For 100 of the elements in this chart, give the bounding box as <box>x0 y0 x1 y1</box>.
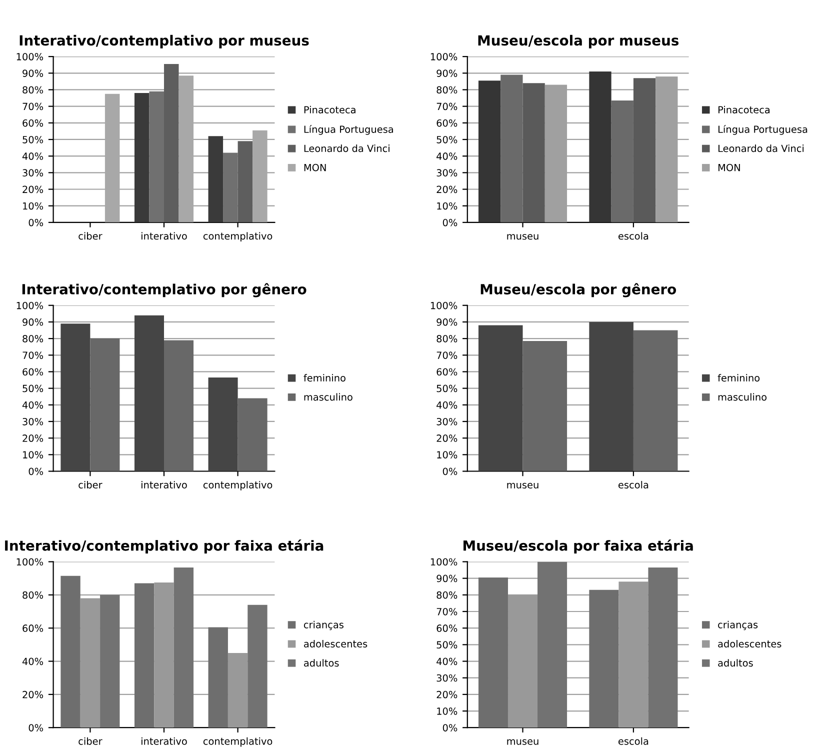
legend-label: masculino <box>718 393 767 401</box>
y-tick-label: 30% <box>22 418 44 426</box>
legend-label: adolescentes <box>718 640 782 648</box>
legend-label: crianças <box>718 620 758 630</box>
legend-label: Língua Portuguesa <box>304 125 393 135</box>
x-tick-label: ciber <box>78 480 102 488</box>
bar <box>208 378 238 472</box>
y-tick-label: 10% <box>23 451 44 458</box>
y-tick-label: 40% <box>22 152 44 160</box>
y-tick-label: 0% <box>442 468 458 476</box>
legend-label: Leonardo da Vinci <box>718 144 804 152</box>
y-tick-label: 90% <box>436 574 458 582</box>
y-tick-label: 100% <box>16 558 44 566</box>
bar <box>478 577 508 728</box>
y-tick-label: 90% <box>436 70 458 77</box>
legend-label: masculino <box>304 393 352 401</box>
y-tick-label: 70% <box>22 102 44 110</box>
y-tick-label: 100% <box>430 302 458 310</box>
x-tick-label: contemplativo <box>203 232 272 242</box>
y-tick-label: 30% <box>436 418 458 426</box>
y-tick-label: 90% <box>22 318 44 326</box>
y-tick-label: 50% <box>436 641 458 648</box>
chart-title: Interativo/contemplativo por museus <box>20 34 309 48</box>
y-tick-label: 100% <box>16 302 44 310</box>
y-tick-label: 60% <box>436 624 458 632</box>
bar <box>80 598 100 728</box>
y-tick-label: 80% <box>436 591 458 599</box>
bar <box>60 576 80 728</box>
y-tick-label: 20% <box>22 690 44 698</box>
bar <box>208 627 228 728</box>
bar <box>208 136 224 222</box>
x-tick-label: museu <box>507 739 538 745</box>
chart-title: Interativo/contemplativo por faixa etária <box>5 540 324 554</box>
legend-label: adultos <box>304 659 339 667</box>
x-tick-label: ciber <box>78 737 102 745</box>
y-tick-label: 40% <box>22 401 44 409</box>
y-tick-label: 0% <box>442 724 458 732</box>
bar <box>149 91 164 222</box>
x-tick-label: escola <box>618 737 648 745</box>
y-tick-label: 90% <box>22 70 44 77</box>
bar <box>223 152 238 222</box>
x-tick-label: interativo <box>142 737 187 745</box>
y-tick-label: 10% <box>437 451 458 458</box>
y-tick-label: 50% <box>22 136 44 144</box>
y-tick-label: 10% <box>437 202 458 210</box>
bar <box>90 338 120 472</box>
x-tick-label: escola <box>618 480 648 488</box>
y-tick-label: 40% <box>436 152 458 160</box>
legend-label: Leonardo da Vinci <box>304 144 390 152</box>
legend-label: crianças <box>304 620 344 630</box>
bar <box>228 652 248 728</box>
y-tick-label: 70% <box>22 352 44 359</box>
y-tick-label: 100% <box>16 53 44 60</box>
bar <box>174 568 194 728</box>
y-tick-label: 30% <box>22 169 44 176</box>
bar <box>60 324 90 472</box>
chart-title: Museu/escola por faixa etária <box>464 540 693 554</box>
y-tick-label: 50% <box>436 136 458 144</box>
bar <box>618 582 648 728</box>
y-tick-label: 10% <box>23 202 44 210</box>
y-tick-label: 80% <box>22 335 44 342</box>
y-tick-label: 80% <box>436 86 458 94</box>
chart-title: Museu/escola por museus <box>478 34 679 48</box>
y-tick-label: 60% <box>22 624 44 632</box>
y-tick-label: 60% <box>436 368 458 376</box>
y-tick-label: 20% <box>436 690 458 698</box>
bar <box>238 141 253 222</box>
x-tick-label: contemplativo <box>203 737 272 747</box>
legend-label: Pinacoteca <box>304 106 356 114</box>
y-tick-label: 80% <box>436 335 458 342</box>
bar <box>589 590 619 728</box>
legend-label: MON <box>304 164 326 172</box>
y-tick-label: 60% <box>22 119 44 127</box>
y-tick-label: 40% <box>436 401 458 409</box>
legend-label: MON <box>718 164 740 172</box>
y-tick-label: 0% <box>442 218 458 226</box>
y-tick-label: 70% <box>436 102 458 110</box>
bar <box>648 568 678 728</box>
y-tick-label: 50% <box>22 384 44 392</box>
bar <box>134 315 164 472</box>
x-tick-label: museu <box>507 482 538 488</box>
y-tick-label: 90% <box>436 318 458 326</box>
y-tick-label: 30% <box>436 674 458 682</box>
chart-title: Interativo/contemplativo por gênero <box>22 283 306 298</box>
y-tick-label: 80% <box>22 591 44 599</box>
y-tick-label: 60% <box>436 119 458 127</box>
legend-label: adultos <box>718 659 753 667</box>
legend-label: feminino <box>718 374 760 382</box>
legend-label: Pinacoteca <box>718 106 770 114</box>
bar <box>538 562 568 728</box>
y-tick-label: 20% <box>436 434 458 442</box>
y-tick-label: 100% <box>430 53 458 60</box>
y-tick-label: 10% <box>437 708 458 715</box>
bar <box>164 340 194 472</box>
x-tick-label: interativo <box>142 480 187 488</box>
y-tick-label: 50% <box>436 384 458 392</box>
bar <box>134 93 150 222</box>
x-tick-label: ciber <box>78 232 102 240</box>
bar <box>238 398 268 472</box>
y-tick-label: 20% <box>436 186 458 194</box>
